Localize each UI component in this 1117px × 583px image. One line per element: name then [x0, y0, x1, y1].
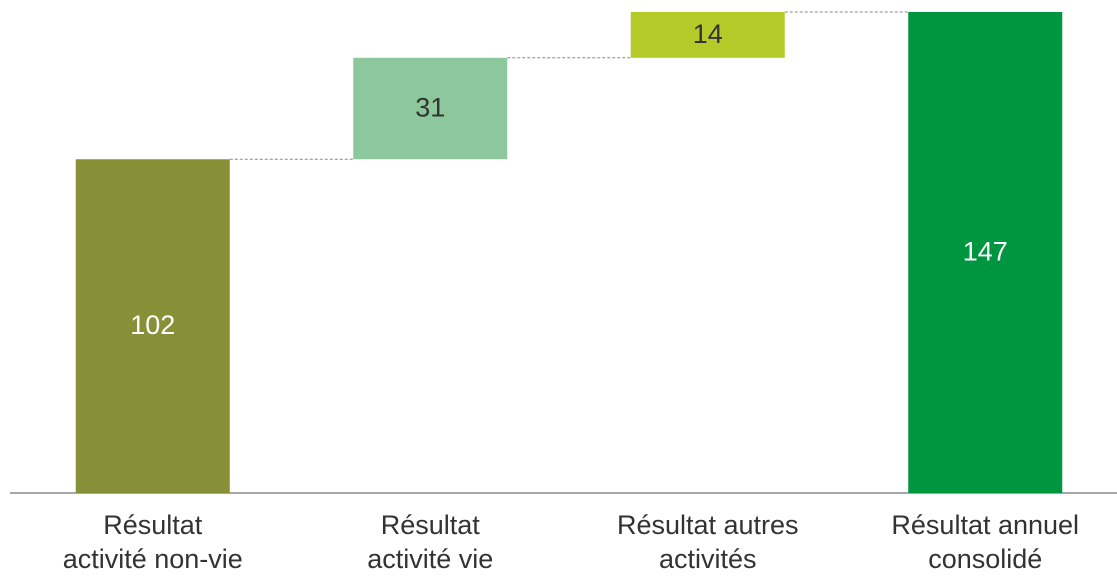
- value-label: 31: [415, 93, 445, 123]
- x-tick-label: Résultat activité non-vie: [62, 510, 243, 574]
- bar: [75, 159, 230, 493]
- value-label: 14: [693, 19, 723, 49]
- x-tick-label: Résultat autres activités: [616, 510, 799, 574]
- value-label: 147: [963, 237, 1008, 267]
- bar: [353, 57, 508, 160]
- x-tick-label: Résultat annuel consolidé: [891, 510, 1080, 574]
- bar: [908, 12, 1063, 493]
- bar: [630, 12, 785, 58]
- value-label: 102: [130, 310, 175, 340]
- x-tick-label: Résultat activité vie: [367, 510, 494, 574]
